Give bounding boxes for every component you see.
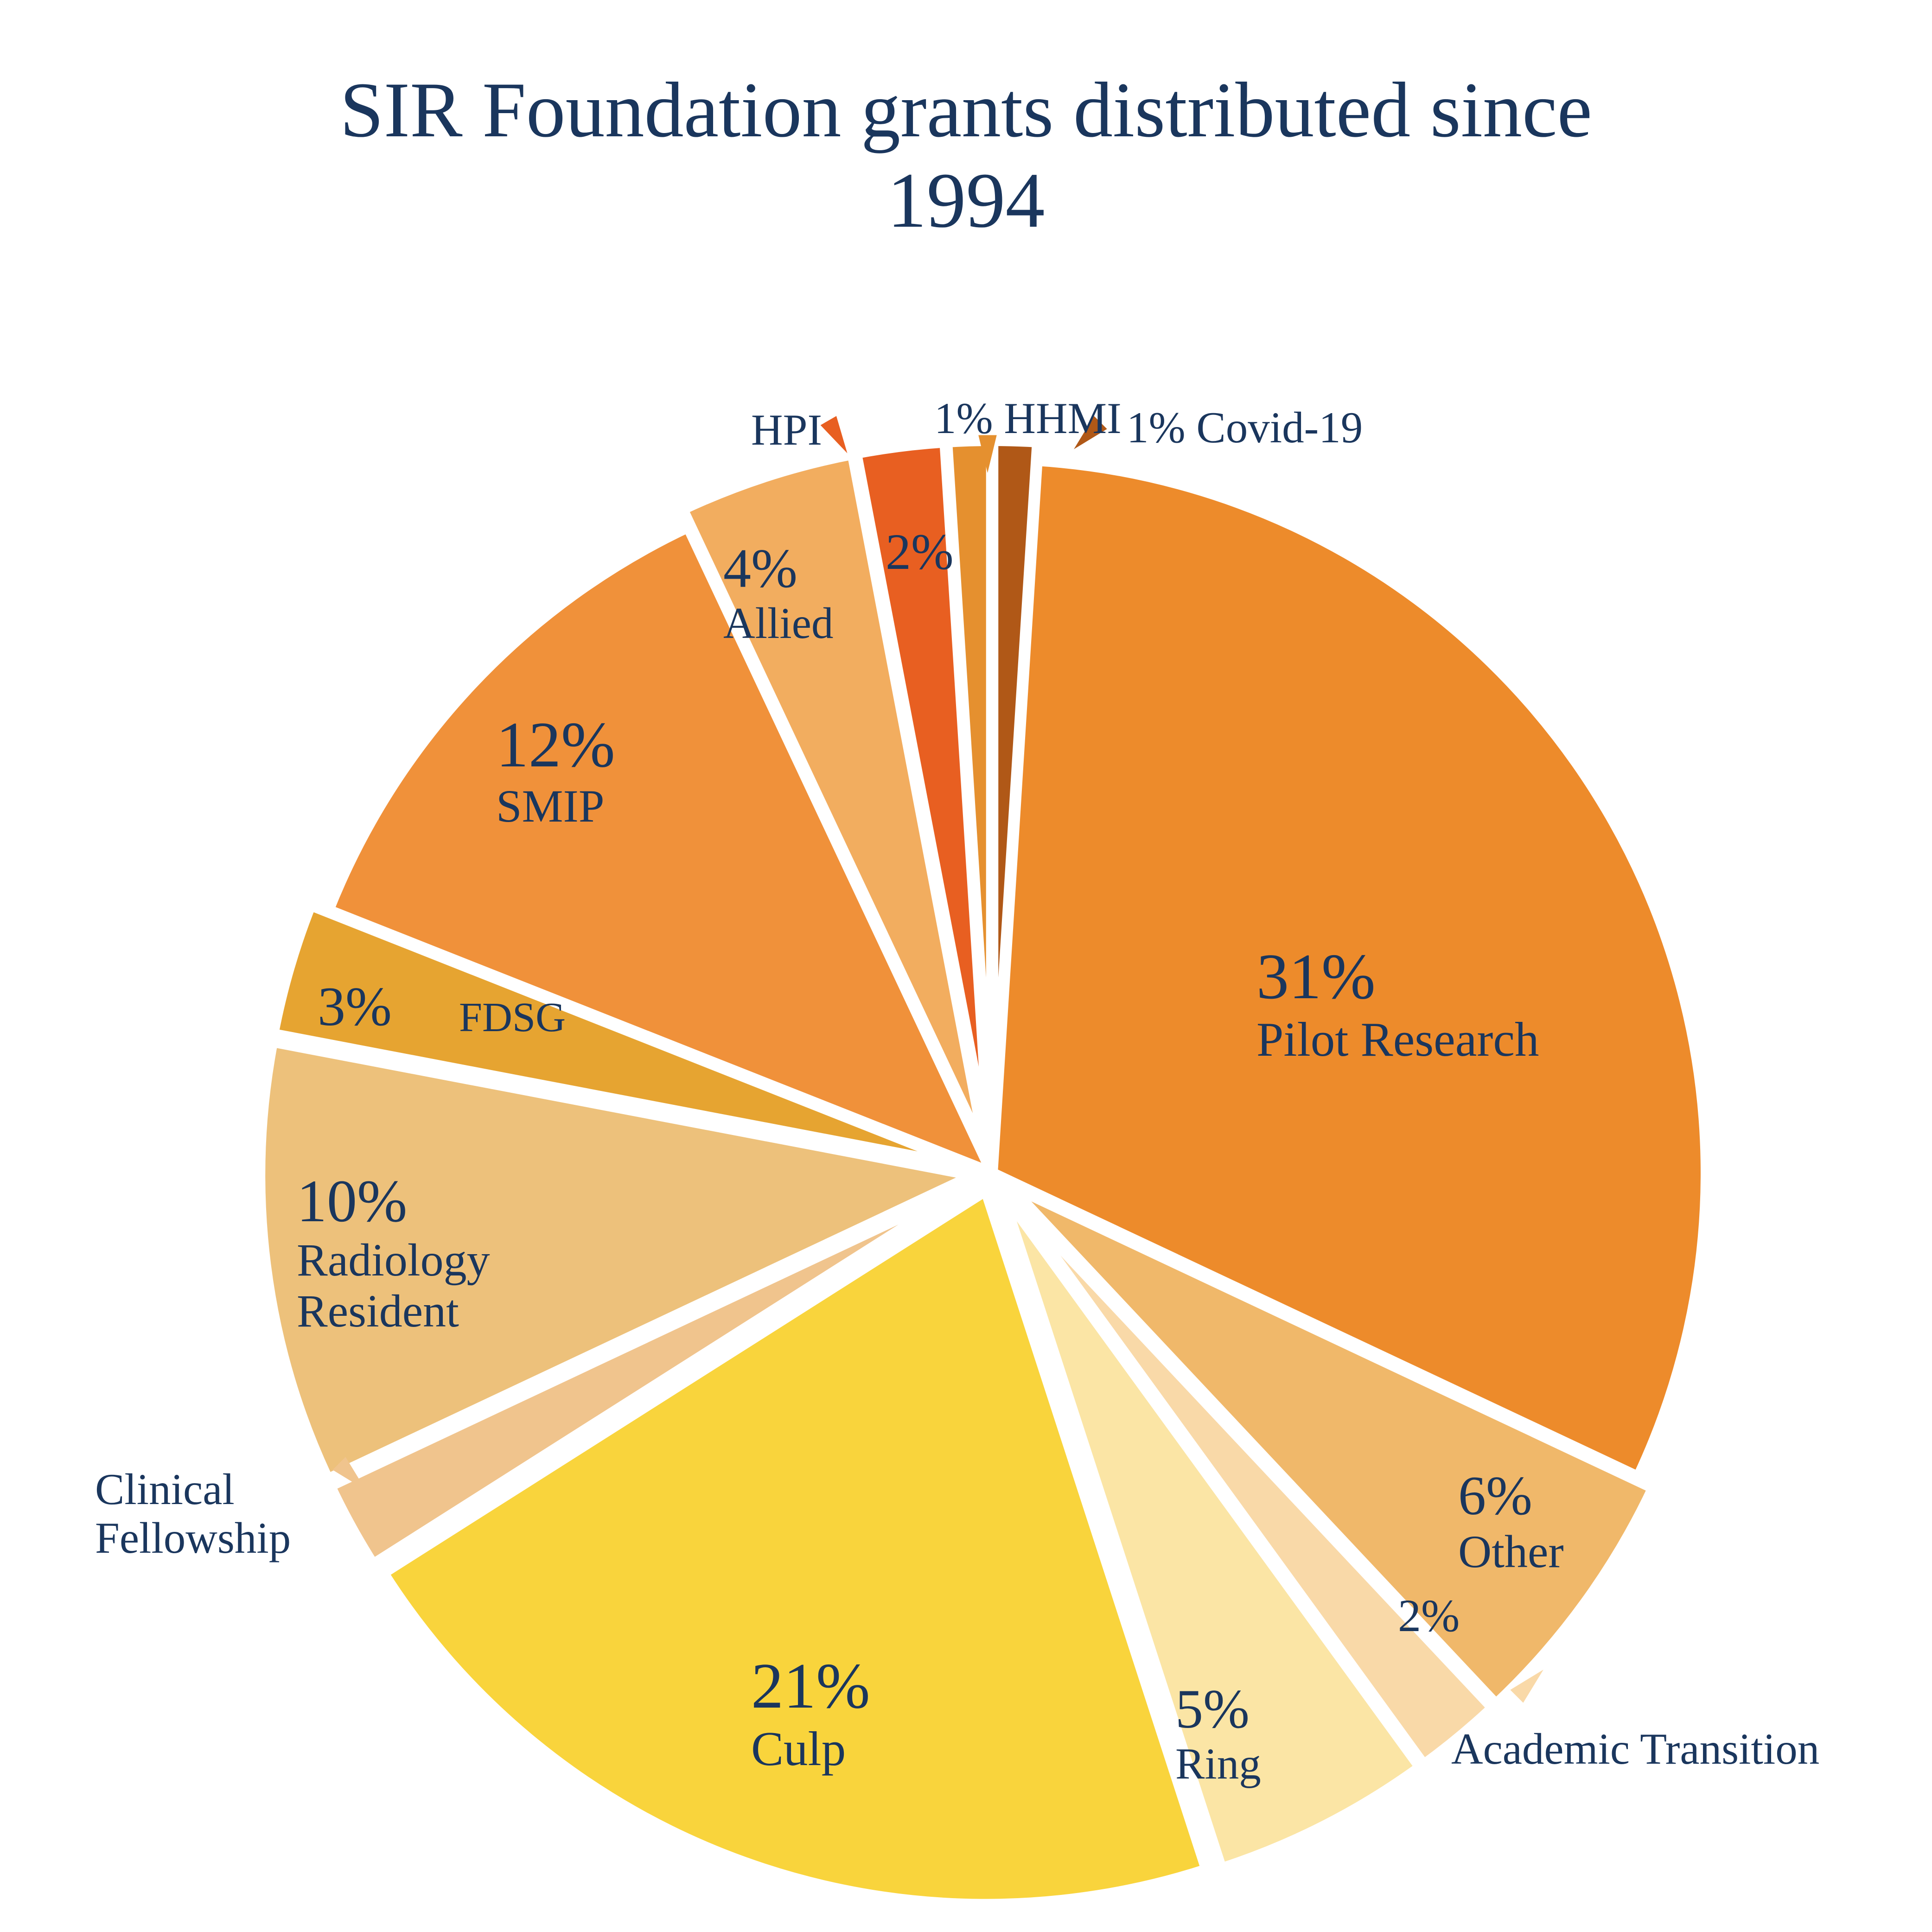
slice-name: Pilot Research xyxy=(1256,1013,1539,1066)
slice-percent: 2% xyxy=(886,524,954,580)
slice-label: 4%Allied xyxy=(723,538,833,648)
slice-label: 12%SMIP xyxy=(496,709,615,832)
slice-percent: 10% xyxy=(297,1168,490,1235)
slice-percent: 3% xyxy=(318,976,392,1037)
slice-label: 1% HHMI xyxy=(934,394,1122,443)
callout-marker xyxy=(821,416,848,453)
slice-percent: 5% xyxy=(1175,1678,1261,1740)
slice-name: Academic Transition xyxy=(1451,1725,1819,1773)
slice-label: 21%Culp xyxy=(751,1651,870,1776)
slice-percent: 12% xyxy=(496,709,615,781)
pie-chart xyxy=(0,0,1932,1932)
slice-name: HPI xyxy=(751,406,822,454)
slice-percent: 2% xyxy=(1398,1590,1460,1641)
slice-name: Clinical Fellowship xyxy=(95,1465,291,1562)
slice-percent: 6% xyxy=(1458,1465,1564,1526)
slice-percent: 21% xyxy=(751,1651,870,1722)
slice-name: Culp xyxy=(751,1722,870,1776)
slice-label: 1% Covid-19 xyxy=(1127,403,1363,452)
slice-name: FDSG xyxy=(459,995,566,1040)
slice-percent: 31% xyxy=(1256,941,1539,1013)
slice-label: Clinical Fellowship xyxy=(95,1465,291,1562)
slice-name: Radiology Resident xyxy=(297,1235,490,1337)
slice-percent: 4% xyxy=(723,538,833,599)
slice-label: 6%Other xyxy=(1458,1465,1564,1577)
slice-name: Other xyxy=(1458,1526,1564,1577)
slice-label: 5%Ring xyxy=(1175,1678,1261,1788)
slice-name: SMIP xyxy=(496,781,615,832)
slice-name: Allied xyxy=(723,599,833,648)
slice-name: Ring xyxy=(1175,1740,1261,1788)
slice-label: 31%Pilot Research xyxy=(1256,941,1539,1066)
slice-label: 10%Radiology Resident xyxy=(297,1168,490,1337)
